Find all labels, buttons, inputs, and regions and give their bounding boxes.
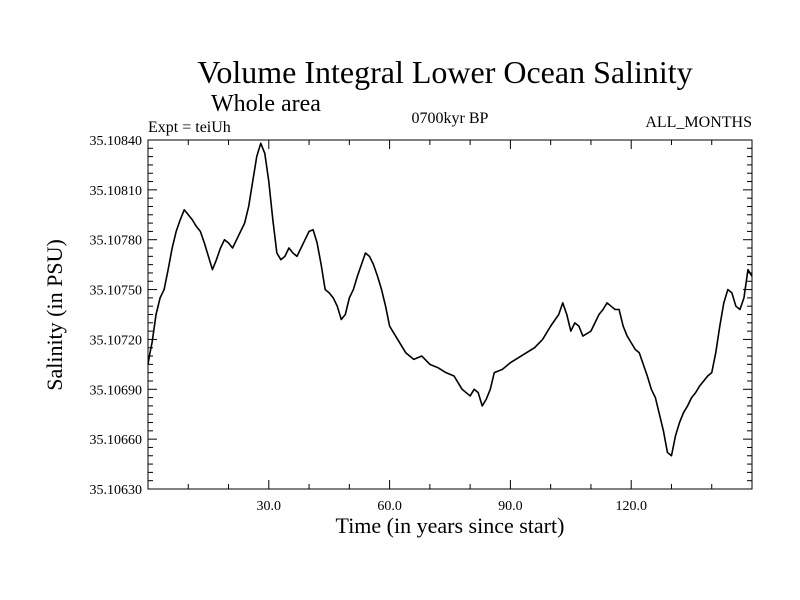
salinity-series-line: [147, 142, 753, 457]
y-tick-label: 35.10780: [90, 234, 143, 249]
period-label: 0700kyr BP: [412, 110, 489, 127]
experiment-label: Expt = teiUh: [148, 119, 231, 136]
y-tick-label: 35.10630: [90, 483, 143, 498]
axis-tick-labels: 30.0 60.0 90.0 120.0 35.10630 35.10660 35.1069…: [90, 134, 647, 514]
y-tick-label: 35.10660: [90, 433, 143, 448]
x-tick-label: 90.0: [498, 499, 523, 514]
months-label: ALL_MONTHS: [645, 114, 752, 131]
y-tick-label: 35.10810: [90, 184, 143, 199]
x-tick-label: 60.0: [377, 499, 402, 514]
y-tick-label: 35.10690: [90, 383, 143, 398]
plot-frame: [147, 139, 753, 490]
x-axis-label: Time (in years since start): [336, 513, 565, 538]
x-tick-label: 120.0: [615, 499, 647, 514]
y-axis-label: Salinity (in PSU): [42, 239, 67, 391]
chart-subtitle: Whole area: [211, 91, 321, 117]
chart-title: Volume Integral Lower Ocean Salinity: [197, 54, 692, 90]
y-tick-label: 35.10840: [90, 134, 143, 149]
y-tick-label: 35.10720: [90, 333, 143, 348]
x-tick-label: 30.0: [257, 499, 282, 514]
axis-ticks: [148, 140, 752, 489]
y-tick-label: 35.10750: [90, 284, 143, 299]
